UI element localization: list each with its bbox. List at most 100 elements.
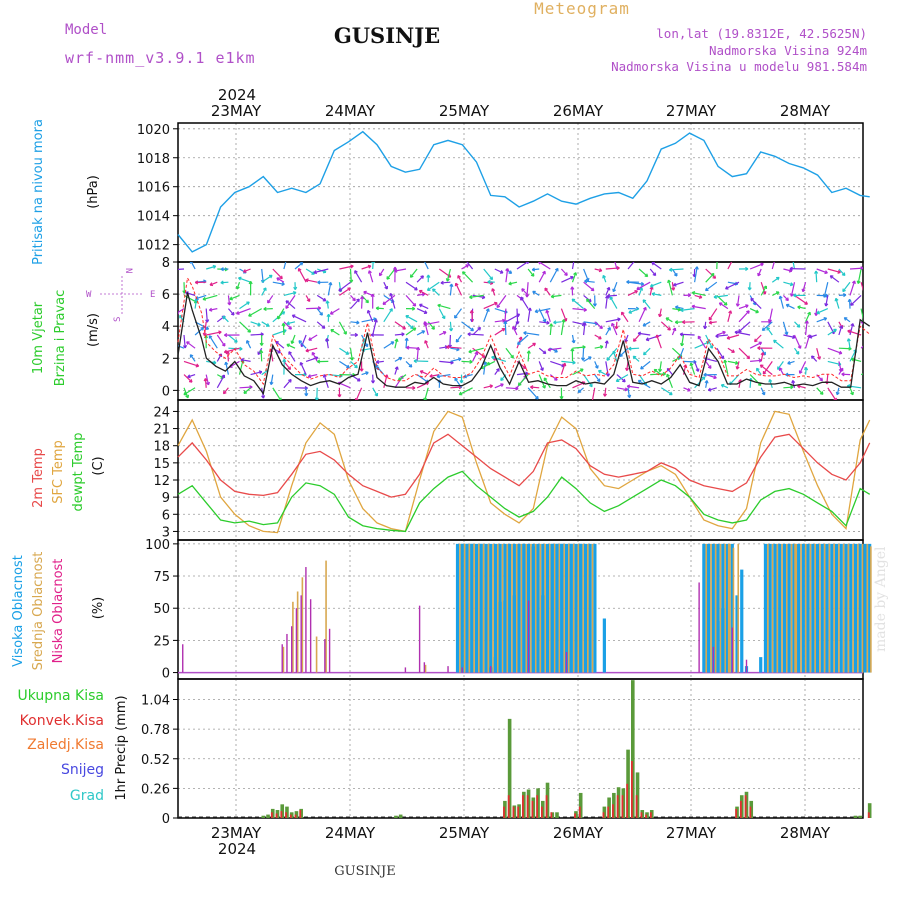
- wind-arrowhead: [703, 372, 707, 377]
- wind-arrow: [286, 343, 296, 349]
- wind-arrow: [738, 347, 750, 360]
- wind-arrow: [429, 374, 440, 377]
- wind-arrow: [183, 360, 199, 367]
- precip-total-bar: [285, 806, 289, 818]
- cloud-high-bar: [844, 543, 848, 673]
- dewpoint-line: [177, 470, 871, 533]
- wind-arrowhead: [851, 280, 856, 284]
- wind-arrow: [651, 262, 662, 270]
- wind-arrowhead: [708, 320, 713, 325]
- wind-arrowhead: [776, 276, 780, 281]
- wind-arrow: [705, 273, 715, 283]
- wind-arrow: [605, 318, 621, 323]
- wind-arrowhead: [413, 358, 417, 364]
- wind-arrowhead: [669, 391, 673, 396]
- wind-arrowhead: [747, 287, 752, 291]
- wind-arrow: [298, 340, 307, 349]
- cloud-low-bar: [295, 608, 298, 673]
- wind-arrowhead: [449, 328, 454, 332]
- wind-arrowhead: [349, 357, 354, 361]
- cloud-mid-bar: [568, 543, 570, 673]
- wind-arrowhead: [218, 330, 222, 335]
- wind-arrow: [697, 335, 707, 349]
- cloud-mid-bar: [732, 547, 735, 673]
- wind-arrow: [246, 340, 252, 349]
- wind-arrowhead: [803, 367, 809, 371]
- wind-arrowhead: [713, 375, 717, 380]
- wind-arrowhead: [649, 283, 654, 288]
- precip-total-bar: [394, 815, 398, 818]
- wind-arrowhead: [680, 342, 685, 347]
- wind-arrow: [756, 367, 762, 375]
- wind-arrowhead: [203, 378, 208, 382]
- cloud-mid-bar: [737, 543, 740, 673]
- wind-arrow: [530, 386, 540, 389]
- wind-arrow: [794, 321, 801, 328]
- wind-arrowhead: [735, 303, 740, 307]
- wind-arrow: [538, 374, 546, 389]
- pressure-ylabel: Pritisak na nivou mora: [31, 119, 46, 265]
- wind-arrowhead: [515, 386, 519, 391]
- wind-arrow: [842, 281, 851, 292]
- wind-arrowhead: [521, 288, 525, 292]
- wind-arrow: [439, 331, 447, 336]
- wind-arrowhead: [356, 298, 360, 303]
- cloud-low-bar: [527, 600, 530, 673]
- compass-e: E: [150, 290, 155, 300]
- wind-arrow: [405, 338, 408, 349]
- wind-arrow: [847, 338, 851, 349]
- day-label-bottom: 26MAY: [553, 824, 604, 842]
- wind-arrow: [849, 387, 854, 396]
- compass-n: N: [123, 268, 133, 273]
- wind-arrowhead: [590, 287, 595, 292]
- wind-arrow: [602, 275, 607, 283]
- wind-arrow: [628, 347, 640, 350]
- cloud-mid-bar: [463, 543, 466, 673]
- wind-arrowhead: [535, 395, 539, 400]
- wind-arrow: [683, 360, 697, 363]
- wind-arrowhead: [386, 276, 391, 280]
- cloud-low-bar: [281, 644, 283, 673]
- wind-arrow: [267, 295, 274, 304]
- wind-arrow: [222, 315, 229, 323]
- cloud-high-bar: [768, 543, 772, 673]
- cloud-high-bar: [512, 595, 516, 673]
- wind-arrow: [549, 374, 558, 381]
- wind-arrowhead: [625, 367, 630, 372]
- wind-arrow: [394, 321, 406, 330]
- wind-arrowhead: [561, 319, 566, 323]
- wind-arrowhead: [365, 371, 369, 376]
- wind-arrow: [694, 294, 703, 299]
- wind-arrow: [285, 295, 296, 309]
- wind-arrow: [582, 348, 585, 361]
- wind-arrow: [496, 295, 507, 308]
- wind-arrow: [571, 272, 577, 283]
- wind-arrow: [779, 295, 784, 309]
- wind-arrowhead: [762, 371, 767, 375]
- wind-arrowhead: [691, 304, 695, 309]
- wind-arrow: [750, 297, 762, 310]
- cloud-mid-bar: [539, 543, 542, 673]
- wind-arrow: [729, 374, 740, 385]
- wind-arrow: [239, 301, 250, 310]
- wind-arrow: [771, 262, 775, 270]
- panel-temperature: 3 6 9 12 15 18 21 24: [153, 399, 864, 541]
- cloud-low-bar: [305, 567, 307, 673]
- cloud-high-bar: [484, 543, 488, 673]
- wind-arrow: [665, 317, 673, 323]
- precip-conv-bar: [289, 814, 292, 818]
- wind-arrow: [216, 374, 225, 389]
- wind-arrowhead: [236, 311, 240, 315]
- ytick-label: 3: [162, 525, 170, 540]
- wind-arrow: [532, 290, 540, 296]
- wind-arrowhead: [394, 338, 399, 342]
- wind-arrowhead: [570, 286, 575, 290]
- wind-arrowhead: [755, 367, 760, 372]
- cloud-mid-bar: [315, 636, 318, 673]
- precip-conv-bar: [649, 812, 652, 818]
- wind-arrow: [860, 345, 863, 349]
- wind-arrowhead: [624, 387, 628, 392]
- cloud-high-bar: [569, 543, 573, 673]
- wind-arrow: [561, 360, 576, 364]
- wind-arrow: [709, 321, 717, 324]
